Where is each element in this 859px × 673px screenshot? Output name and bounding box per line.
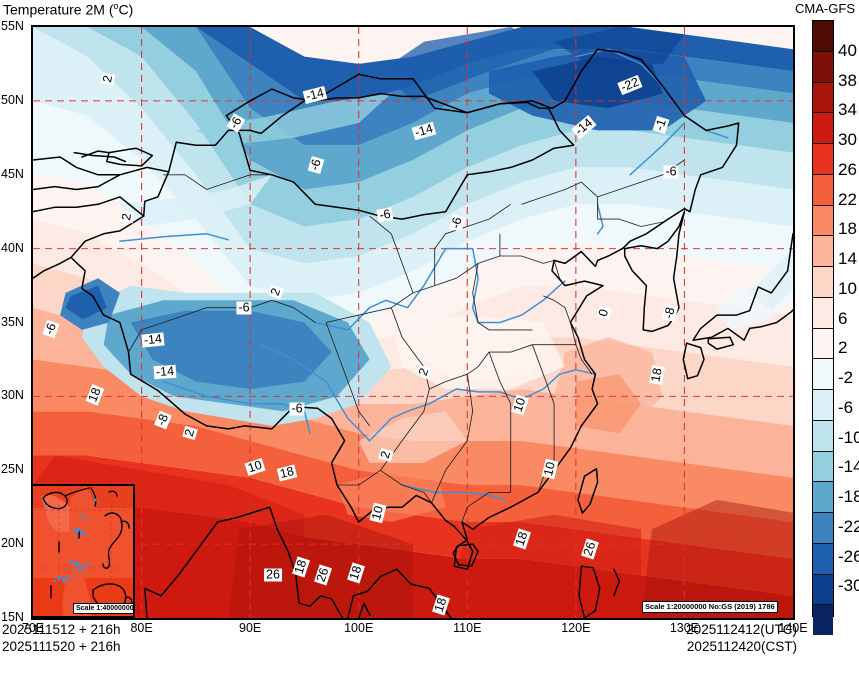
map-scale-note: Scale 1:20000000 No:GS (2019) 1786: [642, 601, 778, 613]
lat-tick-30N: 30N: [1, 388, 24, 403]
colorbar-swatch: [813, 235, 833, 266]
lat-tick-55N: 55N: [1, 19, 24, 33]
colorbar-swatch: [813, 327, 833, 359]
colorbar-tick-2: 2: [838, 338, 848, 358]
lon-tick-110E: 110E: [453, 621, 482, 635]
colorbar-tick-14: 14: [838, 249, 857, 268]
lon-tick-140E: 140E: [778, 621, 808, 635]
colorbar-swatch: [813, 512, 833, 543]
lat-tick-15N: 15N: [1, 610, 24, 624]
contour-label: 26: [264, 567, 282, 582]
colorbar-tick--22: -22: [838, 516, 859, 536]
contour-label: 2: [100, 72, 116, 86]
inset-scale-note: Scale 1:40000000: [73, 603, 133, 614]
lon-tick-100E: 100E: [344, 621, 374, 635]
lat-tick-40N: 40N: [1, 240, 24, 255]
south-china-sea-inset[interactable]: Scale 1:40000000: [31, 484, 135, 618]
colorbar-swatch: [813, 112, 833, 143]
colorbar-swatch: [813, 21, 833, 51]
colorbar-swatch: [813, 358, 833, 389]
colorbar-tick--2: -2: [838, 368, 854, 387]
colorbar-tick--26: -26: [838, 546, 859, 566]
contour-label: 2: [119, 210, 135, 224]
page-title-tail: C): [118, 1, 134, 18]
lat-tick-45N: 45N: [1, 166, 24, 181]
lon-tick-120E: 120E: [561, 621, 591, 635]
lat-tick-25N: 25N: [1, 462, 24, 477]
valid-time-utc: 2025112412(UTC): [686, 622, 797, 637]
colorbar-tick-10: 10: [838, 278, 857, 298]
colorbar-swatch: [813, 296, 833, 328]
contour-label: -14: [141, 331, 165, 348]
colorbar[interactable]: [812, 20, 834, 635]
colorbar-swatch: [813, 81, 833, 113]
colorbar-tick-30: 30: [838, 130, 857, 149]
map-inner: [33, 27, 793, 618]
colorbar-swatch: [813, 481, 833, 512]
lon-tick-70E: 70E: [21, 621, 45, 635]
colorbar-swatch: [813, 419, 833, 451]
lat-tick-35N: 35N: [1, 314, 24, 329]
colorbar-tick-22: 22: [838, 189, 857, 209]
page-title-text: Temperature 2M (: [3, 1, 114, 18]
colorbar-tick--30: -30: [838, 576, 859, 596]
colorbar-swatch: [813, 266, 833, 297]
colorbar-tick--14: -14: [838, 457, 859, 477]
colorbar-swatch: [813, 450, 833, 482]
colorbar-swatch: [813, 604, 833, 635]
colorbar-swatch: [813, 573, 833, 605]
lat-tick-50N: 50N: [1, 92, 24, 107]
colorbar-tick--10: -10: [838, 427, 859, 447]
lon-tick-130E: 130E: [669, 621, 700, 635]
contour-label: -14: [153, 363, 177, 380]
lon-tick-80E: 80E: [130, 621, 153, 635]
init-time-utc: 2025111512 + 216h: [2, 622, 121, 637]
inset-graphics: [33, 486, 133, 616]
degree-symbol: o: [113, 1, 119, 11]
map-graphics: [33, 27, 793, 618]
colorbar-swatch: [813, 204, 833, 236]
lon-tick-90E: 90E: [239, 621, 262, 635]
init-time-cst: 2025111520 + 216h: [2, 639, 121, 654]
page-title: Temperature 2M (oC): [3, 1, 133, 18]
contour-label: -6: [376, 206, 394, 223]
colorbar-tick-18: 18: [838, 219, 857, 239]
colorbar-tick-34: 34: [838, 100, 857, 120]
colorbar-tick--6: -6: [838, 397, 854, 417]
model-label: CMA-GFS: [795, 1, 855, 16]
map-canvas[interactable]: [31, 25, 795, 620]
colorbar-swatch: [813, 50, 833, 82]
colorbar-swatch: [813, 389, 833, 420]
lat-tick-20N: 20N: [1, 536, 24, 551]
colorbar-tick-40: 40: [838, 40, 857, 60]
colorbar-tick-6: 6: [838, 308, 848, 328]
colorbar-swatch: [813, 542, 833, 574]
contour-label: -6: [289, 401, 305, 416]
colorbar-tick-38: 38: [838, 70, 857, 90]
contour-label: -6: [236, 300, 252, 315]
colorbar-tick--18: -18: [838, 487, 859, 506]
colorbar-swatch: [813, 143, 833, 174]
colorbar-tick-26: 26: [838, 159, 857, 179]
contour-label: -6: [663, 164, 679, 179]
valid-time-cst: 2025112420(CST): [686, 639, 797, 654]
colorbar-swatch: [813, 173, 833, 205]
